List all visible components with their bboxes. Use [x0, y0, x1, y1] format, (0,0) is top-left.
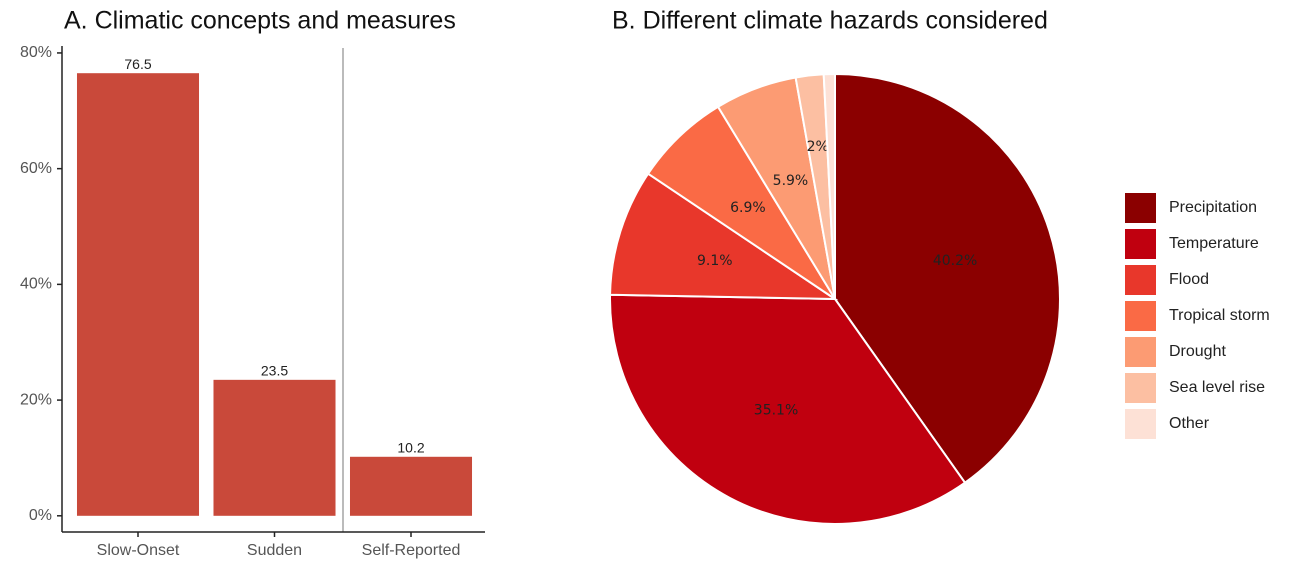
legend-swatch: [1125, 193, 1156, 223]
legend-label: Sea level rise: [1169, 379, 1265, 396]
legend-swatch: [1125, 229, 1156, 259]
bar: [76, 73, 200, 516]
legend-label: Precipitation: [1169, 199, 1257, 216]
y-tick-label: 80%: [20, 44, 52, 61]
y-tick-label: 0%: [29, 507, 52, 524]
pie-slice: [609, 172, 839, 301]
x-tick-label: Self-Reported: [362, 542, 461, 559]
pie-slice: [822, 72, 836, 300]
legend-swatch: [1125, 337, 1156, 367]
bar: [349, 456, 473, 516]
legend-swatch: [1125, 373, 1156, 403]
pie-slice: [609, 293, 967, 525]
chart-title: A. Climatic concepts and measures: [64, 7, 456, 35]
value-label: 6.9%: [730, 200, 766, 216]
legend-label: Tropical storm: [1169, 307, 1270, 324]
legend-swatch: [1125, 409, 1156, 439]
legend-label: Temperature: [1169, 235, 1259, 252]
legend-label: Other: [1169, 415, 1210, 432]
legend-swatch: [1125, 301, 1156, 331]
value-label: 9.1%: [697, 253, 733, 269]
x-tick-label: Sudden: [247, 542, 302, 559]
chart-title: B. Different climate hazards considered: [612, 7, 1048, 35]
legend-label: Flood: [1169, 271, 1209, 288]
x-tick-label: Slow-Onset: [97, 542, 180, 559]
bar: [213, 379, 336, 516]
y-tick-label: 60%: [20, 160, 52, 177]
value-label: 40.2%: [933, 253, 977, 269]
value-label: 23.5: [261, 363, 288, 379]
legend-label: Drought: [1169, 343, 1226, 360]
value-label: 2%: [807, 139, 829, 155]
y-tick-label: 40%: [20, 276, 52, 293]
pie-slice: [834, 72, 1061, 485]
value-label: 5.9%: [773, 173, 809, 189]
value-label: 76.5: [124, 56, 151, 72]
value-label: 35.1%: [754, 402, 798, 418]
y-tick-label: 20%: [20, 391, 52, 408]
value-label: 10.2: [397, 439, 424, 455]
legend-swatch: [1125, 265, 1156, 295]
